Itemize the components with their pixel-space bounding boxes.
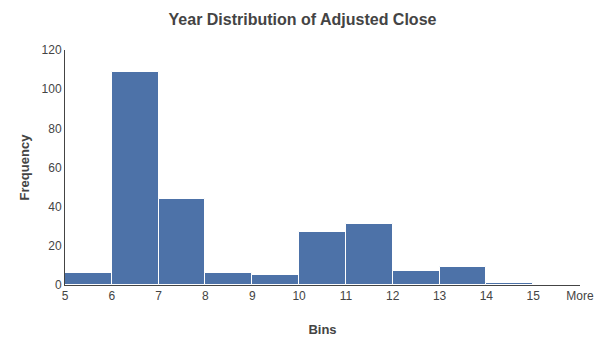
svg-text:6: 6 xyxy=(108,289,115,303)
svg-text:Frequency: Frequency xyxy=(17,134,32,201)
svg-text:9: 9 xyxy=(249,289,256,303)
svg-text:11: 11 xyxy=(340,289,353,303)
svg-text:0: 0 xyxy=(55,278,62,292)
svg-text:80: 80 xyxy=(48,122,62,136)
svg-text:Year Distribution of Adjusted: Year Distribution of Adjusted Close xyxy=(169,11,437,28)
svg-text:10: 10 xyxy=(292,289,306,303)
svg-text:20: 20 xyxy=(48,239,62,253)
svg-text:8: 8 xyxy=(202,289,209,303)
svg-text:60: 60 xyxy=(48,161,62,175)
svg-text:Bins: Bins xyxy=(308,322,336,337)
svg-text:100: 100 xyxy=(42,82,62,96)
svg-text:13: 13 xyxy=(433,289,447,303)
svg-text:14: 14 xyxy=(480,289,494,303)
svg-text:5: 5 xyxy=(62,289,69,303)
svg-text:40: 40 xyxy=(48,200,62,214)
svg-text:15: 15 xyxy=(527,289,541,303)
svg-text:120: 120 xyxy=(42,43,62,57)
svg-text:12: 12 xyxy=(386,289,400,303)
svg-text:7: 7 xyxy=(155,289,162,303)
svg-text:More: More xyxy=(566,289,594,303)
